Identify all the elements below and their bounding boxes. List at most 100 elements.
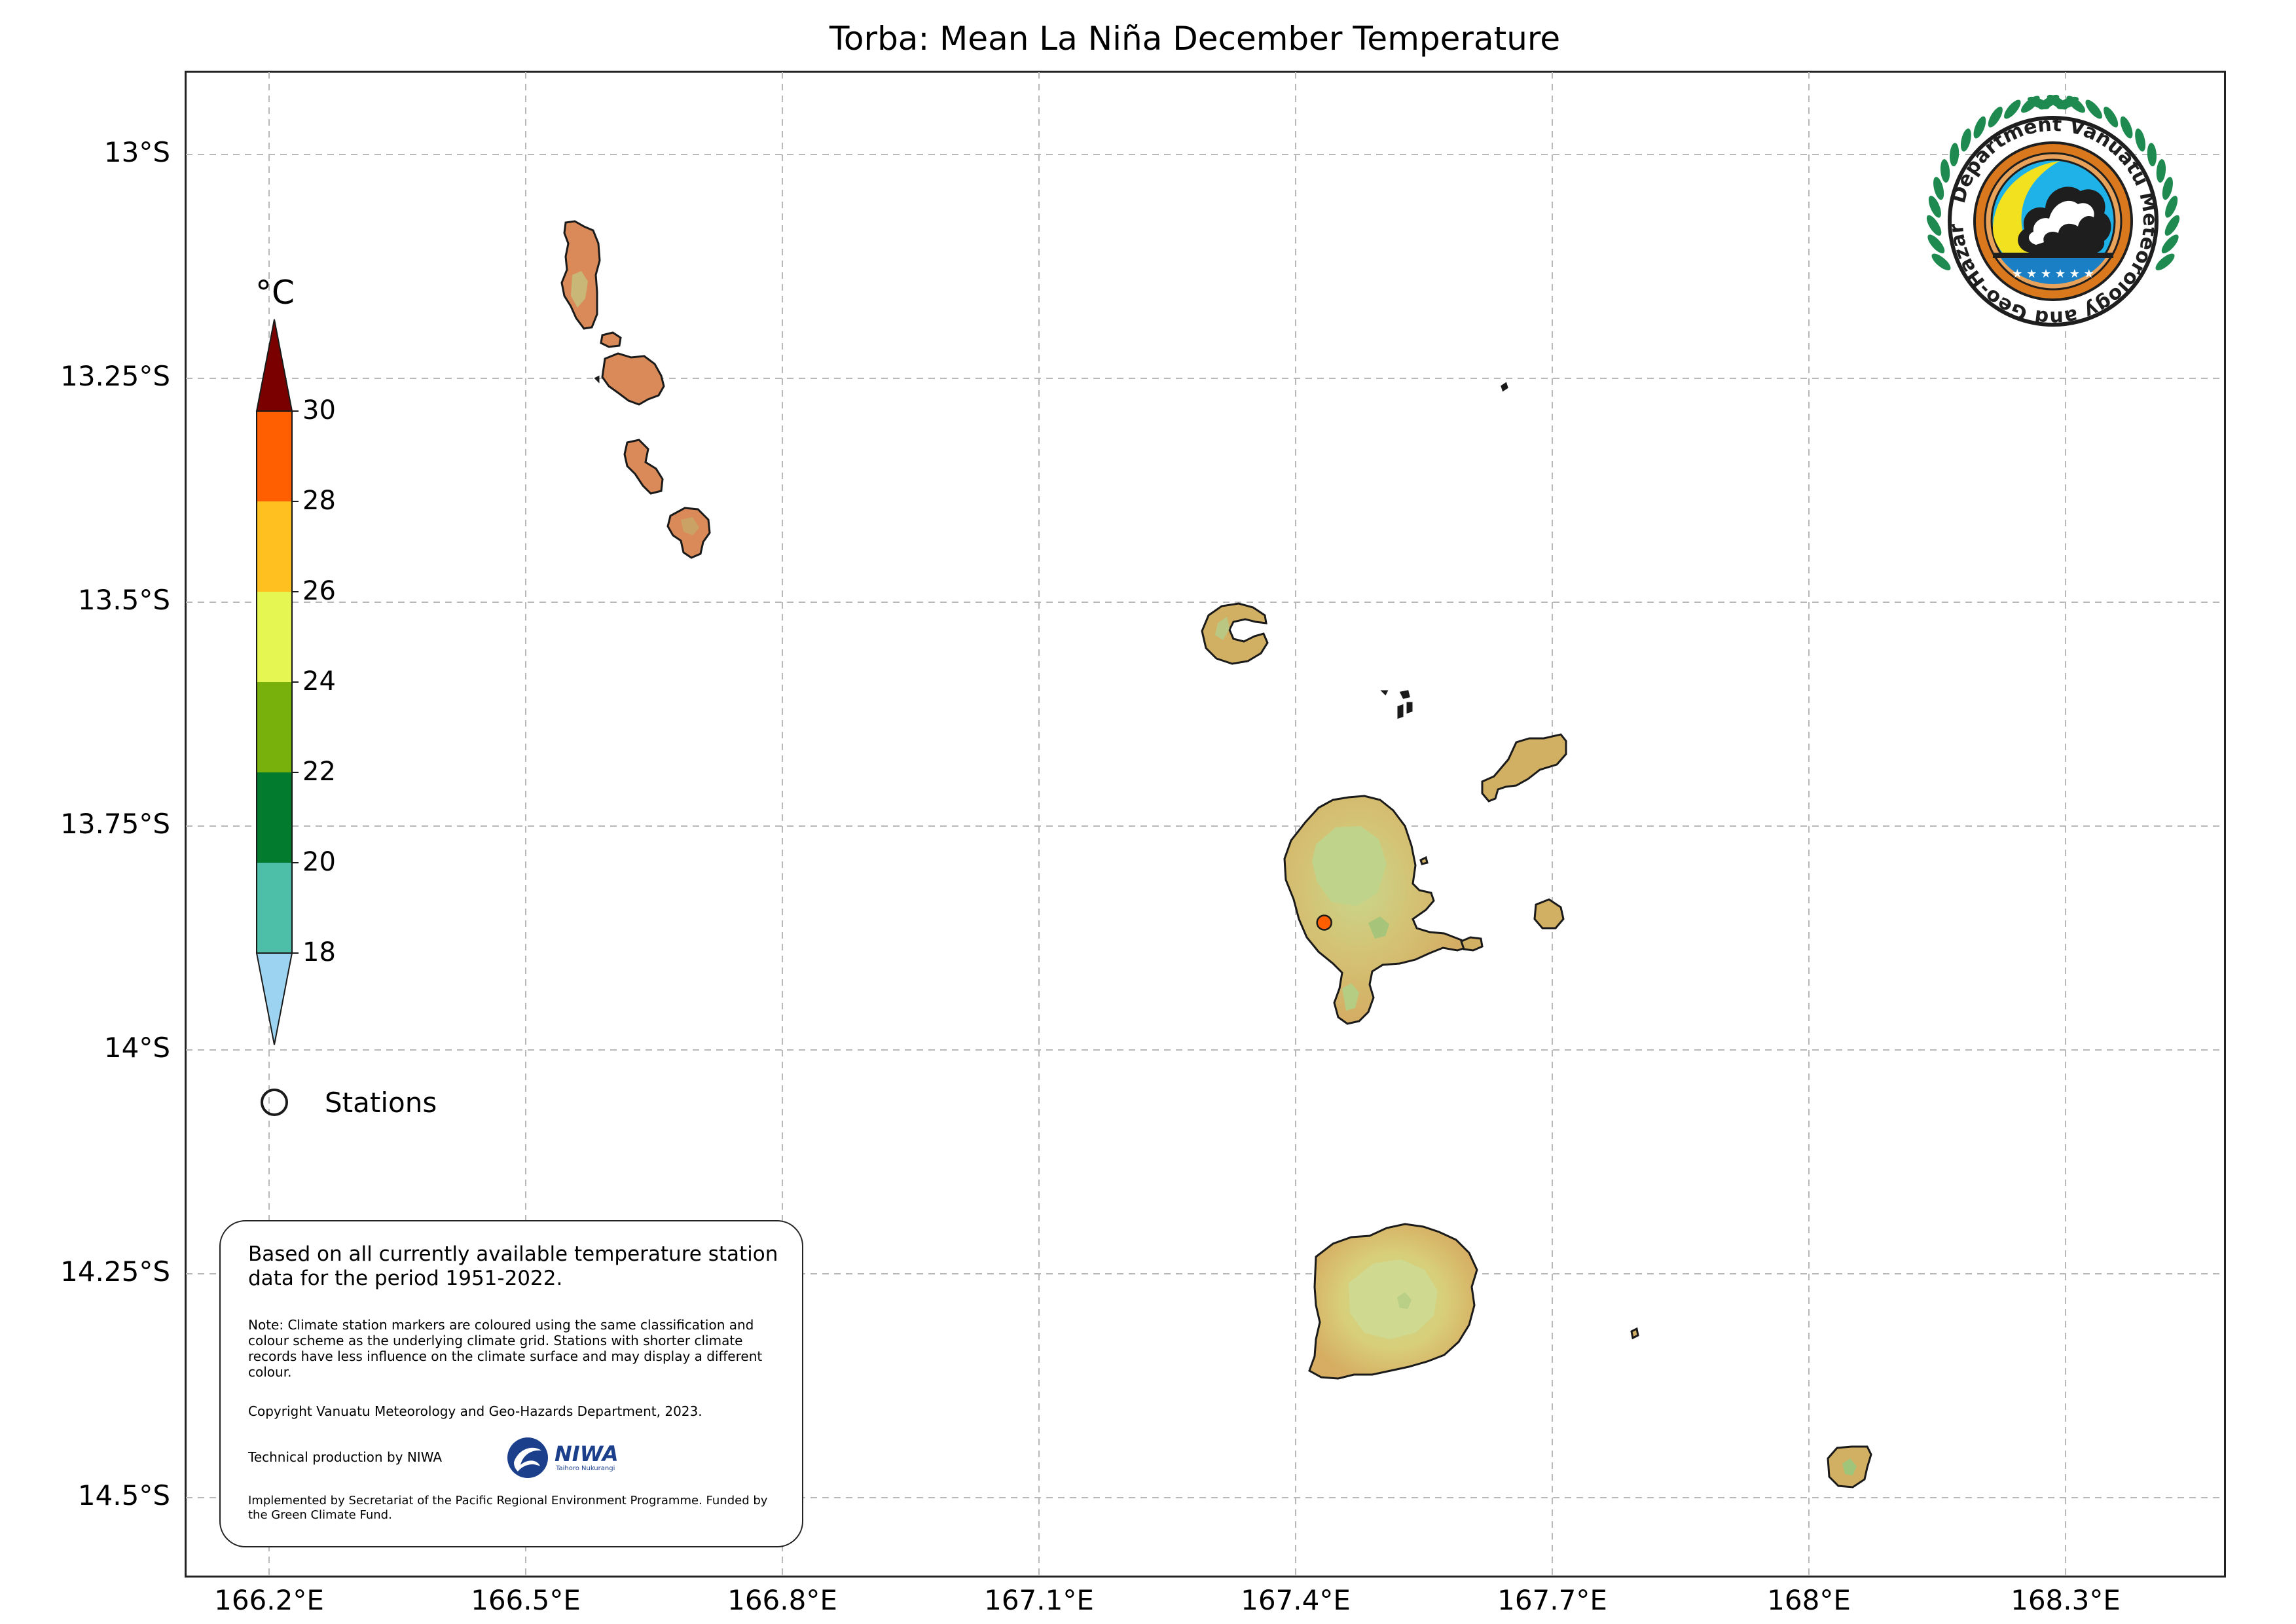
x-tick-label: 167.7°E: [1497, 1584, 1607, 1616]
laurel-leaf: [1950, 143, 1959, 167]
island-reef-4: [1406, 702, 1413, 714]
stars-band: [2001, 258, 2105, 284]
laurel-leaf: [2120, 116, 2133, 139]
info-copyright: Copyright Vanuatu Meteorology and Geo-Ha…: [248, 1403, 702, 1419]
laurel-leaf: [2085, 99, 2102, 119]
y-tick-label: 14.25°S: [60, 1255, 170, 1288]
colorbar: [255, 319, 299, 1045]
map-frame: [185, 71, 2226, 1578]
x-tick-label: 167.4°E: [1241, 1584, 1351, 1616]
colorbar-label-22: 22: [302, 757, 336, 787]
island-reef-1: [1399, 690, 1410, 699]
colorbar-label-24: 24: [302, 666, 336, 696]
x-tick-label: 166.8°E: [727, 1584, 837, 1616]
laurel-leaf: [1926, 215, 1942, 236]
info-technical: Technical production by NIWA: [248, 1449, 443, 1465]
colorbar-bin-20-22: [257, 772, 292, 863]
colorbar-bin-26-28: [257, 501, 292, 592]
laurel-leaf: [2135, 128, 2146, 152]
map-title: Torba: Mean La Niña December Temperature: [829, 20, 1561, 58]
niwa-logo-icon: [507, 1437, 548, 1478]
station-marker[interactable]: [1316, 914, 1332, 931]
stations-legend-label: Stations: [325, 1087, 437, 1119]
x-tick-label: 166.5°E: [471, 1584, 581, 1616]
y-tick-label: 14.5°S: [77, 1479, 170, 1511]
colorbar-label-30: 30: [302, 395, 336, 425]
laurel-leaf: [2104, 106, 2119, 128]
colorbar-bin-28-30: [257, 411, 292, 501]
laurel-leaf: [1960, 128, 1971, 152]
colorbar-label-28: 28: [302, 486, 336, 516]
island-gaua-lake: [1349, 1259, 1438, 1339]
colorbar-extend-bottom: [255, 952, 293, 1045]
island-ureparapara-inner: [1215, 617, 1230, 640]
colorbar-bin-18-20: [257, 863, 292, 953]
laurel-leaf: [1988, 106, 2003, 128]
laurel-leaf: [2165, 196, 2178, 218]
sun-icon: [1993, 161, 2060, 276]
island-vanua-lava-east: [1460, 936, 1484, 952]
colorbar-label-26: 26: [302, 576, 336, 606]
vmgd-logo: ★ ★ ★ ★ ★ ★ Department Vanuatu Meteorolo…: [1926, 94, 2180, 329]
island-vanua-lava-peak: [1368, 916, 1389, 939]
island-reef-3: [1397, 704, 1404, 719]
x-tick-label: 167.1°E: [984, 1584, 1094, 1616]
x-tick-label: 166.2°E: [214, 1584, 324, 1616]
y-tick-label: 13.75°S: [60, 808, 170, 840]
island-vanua-lava-south-peak: [1342, 983, 1359, 1011]
laurel-wreath-icon: [1926, 94, 2180, 270]
island-toga-islet: [600, 331, 622, 348]
laurel-leaf: [2155, 253, 2175, 270]
laurel-leaf: [2004, 99, 2021, 119]
laurel-leaf: [1928, 196, 1941, 218]
island-small-ne: [1501, 382, 1508, 392]
laurel-leaf: [2162, 177, 2173, 200]
laurel-leaf: [2028, 96, 2050, 109]
y-tick-label: 13.25°S: [60, 360, 170, 392]
island-mota-lava: [1481, 733, 1567, 803]
info-implemented: Implemented by Secretariat of the Pacifi…: [248, 1494, 768, 1522]
laurel-leaf: [1931, 253, 1951, 270]
laurel-leaf: [1940, 159, 1950, 183]
x-tick-label: 168.3°E: [2011, 1584, 2121, 1616]
colorbar-label-18: 18: [302, 937, 336, 967]
laurel-leaf: [2164, 215, 2180, 236]
y-tick-label: 13.5°S: [77, 584, 170, 616]
island-loh: [601, 352, 665, 406]
island-tegua-center: [681, 517, 699, 535]
island-hiu-highlands: [571, 271, 588, 308]
y-tick-label: 13°S: [103, 136, 170, 168]
info-note-text: Note: Climate station markers are colour…: [248, 1317, 763, 1380]
colorbar-unit: °C: [255, 274, 295, 312]
island-merelava-peak: [1842, 1458, 1857, 1475]
laurel-leaf: [2147, 143, 2157, 167]
island-tiny-torres: [594, 375, 600, 384]
island-ra: [1533, 898, 1565, 929]
laurel-leaf: [2161, 234, 2179, 254]
island-ureparapara: [1201, 602, 1269, 665]
info-main-text: Based on all currently available tempera…: [248, 1242, 778, 1290]
ground-bar: [1993, 253, 2113, 258]
colorbar-extend-top: [255, 319, 293, 412]
niwa-logo-text: NIWA: [555, 1441, 619, 1466]
niwa-logo-subtext: Taihoro Nukurangi: [556, 1465, 615, 1472]
colorbar-bin-22-24: [257, 682, 292, 772]
stations-legend-marker: [261, 1089, 288, 1116]
island-vanua-lava-highlands: [1312, 826, 1387, 906]
stars-icon: ★ ★ ★ ★ ★ ★: [2012, 267, 2094, 281]
info-box: Based on all currently available tempera…: [219, 1220, 803, 1547]
island-toga: [623, 439, 664, 495]
colorbar-bin-24-26: [257, 592, 292, 682]
colorbar-label-20: 20: [302, 847, 336, 877]
laurel-leaf: [1933, 177, 1944, 200]
cloud-highlight: [2028, 200, 2094, 245]
laurel-leaf: [2156, 159, 2166, 183]
island-reef-2: [1380, 690, 1389, 696]
laurel-leaf: [2066, 96, 2086, 113]
laurel-leaf: [2047, 94, 2068, 110]
laurel-leaf: [1973, 116, 1986, 139]
island-gaua-peak: [1397, 1292, 1412, 1309]
island-vanua-lava-islet: [1419, 856, 1429, 865]
